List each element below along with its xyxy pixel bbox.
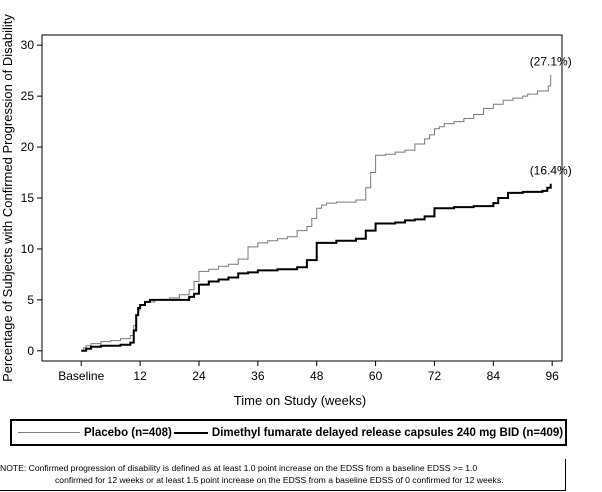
x-tick-label: 36 — [251, 369, 265, 383]
series-layer — [81, 74, 552, 352]
x-tick-label: 24 — [192, 369, 206, 383]
footnote-line-1: NOTE: Confirmed progression of disabilit… — [0, 463, 478, 473]
footnote-line-2: confirmed for 12 weeks or at least 1.5 p… — [55, 475, 504, 485]
y-axis-title: Percentage of Subjects with Confirmed Pr… — [0, 14, 15, 382]
end-label-0: (27.1%) — [530, 55, 572, 69]
x-tick-label: Baseline — [58, 369, 104, 383]
legend-item-dmf: Dimethyl fumarate delayed release capsul… — [172, 427, 563, 439]
y-tick-label: 25 — [21, 89, 35, 103]
legend-label-placebo: Placebo (n=408) — [84, 426, 172, 439]
x-tick-label: 60 — [369, 369, 383, 383]
x-tick-label: 96 — [546, 369, 560, 383]
x-axis: Baseline 12 24 36 48 60 72 84 96 — [58, 361, 559, 383]
x-axis-title: Time on Study (weeks) — [234, 393, 366, 408]
chart: 0 5 10 15 20 25 30 Baseline 12 24 36 48 60 72 84 96 (2… — [0, 14, 572, 408]
y-tick-label: 20 — [21, 140, 35, 154]
x-tick-label: 48 — [310, 369, 324, 383]
y-tick-label: 0 — [27, 344, 34, 358]
y-tick-label: 10 — [21, 242, 35, 256]
legend: Placebo (n=408) Dimethyl fumarate delaye… — [10, 419, 567, 446]
y-axis: 0 5 10 15 20 25 30 — [21, 38, 42, 358]
x-tick-label: 72 — [428, 369, 442, 383]
series-line-1 — [81, 183, 552, 352]
series-line-0 — [81, 74, 552, 352]
footnote: NOTE: Confirmed progression of disabilit… — [0, 459, 566, 491]
x-tick-label: 84 — [487, 369, 501, 383]
legend-swatch-dmf — [173, 431, 208, 434]
legend-item-placebo: Placebo (n=408) — [12, 427, 172, 439]
y-tick-label: 5 — [27, 293, 34, 307]
plot-frame — [41, 34, 563, 362]
end-label-1: (16.4%) — [530, 164, 572, 178]
y-tick-label: 30 — [21, 38, 35, 52]
legend-label-dmf: Dimethyl fumarate delayed release capsul… — [211, 426, 564, 439]
x-tick-label: 12 — [133, 369, 147, 383]
annotation-layer: (27.1%) (16.4%) — [530, 55, 572, 178]
y-tick-label: 15 — [21, 191, 35, 205]
legend-swatch-placebo — [18, 432, 80, 433]
